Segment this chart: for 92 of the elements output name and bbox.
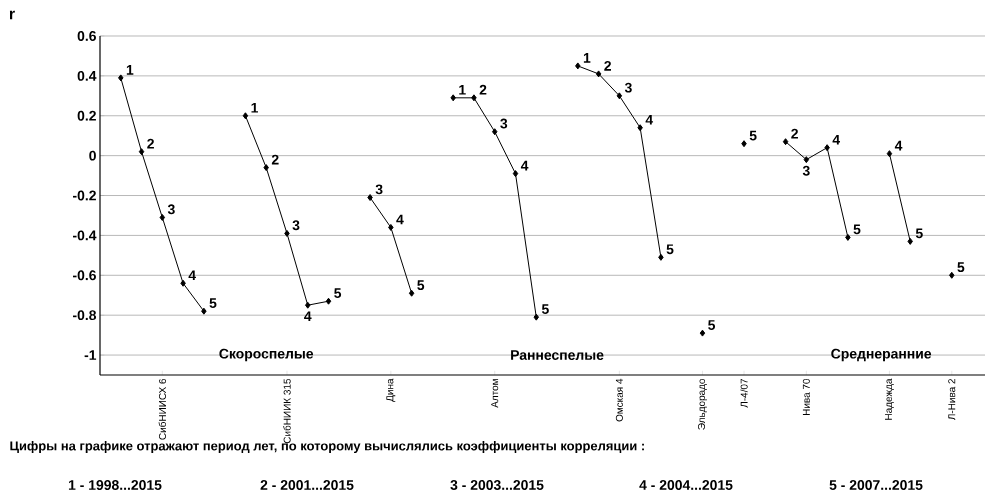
annotation: 2 — [791, 128, 798, 139]
x-tick-label: СибНИИСХ 6 — [158, 378, 167, 440]
y-tick-label: 0.4 — [77, 70, 97, 81]
text: 4 - 2004...2015 — [639, 480, 733, 490]
x-tick-label: Л-4/07 — [740, 379, 748, 408]
point — [616, 92, 623, 100]
annotation: 5 — [853, 224, 861, 235]
x-tick-label: Нива 70 — [802, 378, 810, 416]
annotation: Скороспелые — [219, 348, 314, 362]
point — [512, 170, 519, 178]
x-tick-label: Надежда — [885, 378, 894, 420]
x-tick-label: СибНИИК 315 — [283, 378, 291, 444]
x-tick-label: Эльдорадо — [697, 378, 707, 430]
text: 5 - 2007...2015 — [829, 480, 923, 490]
point — [575, 62, 581, 70]
annotation: Среднеранние — [831, 348, 932, 362]
point — [699, 329, 706, 337]
x-tick-label: Л-Нива 2 — [948, 379, 956, 421]
point — [824, 144, 830, 152]
y-axis-title: r — [9, 10, 15, 20]
y-tick-label: -0.6 — [72, 270, 96, 281]
point — [782, 138, 789, 146]
point — [118, 74, 124, 82]
annotation: 5 — [957, 262, 965, 273]
x-tick-label: Дина — [386, 378, 396, 402]
annotation: 5 — [915, 228, 923, 239]
annotation: 5 — [708, 320, 716, 330]
point — [159, 213, 166, 221]
text: 2 - 2001...2015 — [260, 480, 354, 490]
point — [284, 229, 290, 237]
point — [595, 70, 602, 78]
annotation: 5 — [541, 304, 549, 314]
annotation: 4 — [188, 270, 196, 281]
point — [263, 164, 269, 172]
annotation: 2 — [604, 60, 611, 71]
y-tick-label: 0.2 — [77, 110, 96, 121]
annotation: 3 — [167, 204, 175, 215]
annotation: 5 — [666, 244, 674, 255]
point — [450, 94, 456, 102]
annotation: 1 — [126, 65, 134, 75]
annotation: Раннеспелые — [511, 350, 604, 360]
point — [949, 271, 955, 279]
annotation: 3 — [375, 184, 383, 195]
annotation: 4 — [396, 214, 404, 225]
annotation: 4 — [645, 114, 654, 125]
point — [845, 233, 851, 241]
annotation: 5 — [209, 298, 217, 308]
point — [658, 253, 664, 261]
y-tick-label: -1 — [84, 350, 97, 360]
annotation: 1 — [583, 53, 591, 63]
annotation: 3 — [802, 165, 810, 176]
point — [886, 150, 893, 158]
point — [637, 124, 643, 132]
point — [325, 297, 332, 305]
point — [907, 237, 913, 245]
point — [491, 128, 498, 136]
point — [388, 223, 394, 231]
y-tick-label: -0.8 — [72, 310, 97, 321]
point — [138, 148, 145, 156]
annotation: 5 — [749, 130, 757, 141]
x-tick-label: Алтом — [491, 379, 499, 408]
annotation: 2 — [147, 138, 154, 149]
annotation: 3 — [500, 118, 508, 129]
annotation: 2 — [479, 84, 487, 95]
point — [803, 156, 810, 164]
annotation: 1 — [459, 85, 466, 95]
annotation: 2 — [271, 154, 279, 165]
text: 1 - 1998...2015 — [68, 480, 162, 490]
point — [408, 289, 415, 297]
annotation: 4 — [894, 140, 903, 151]
point — [367, 194, 373, 202]
point — [242, 112, 249, 120]
point — [533, 313, 540, 321]
annotation: 1 — [251, 102, 258, 113]
y-tick-label: -0.4 — [72, 230, 97, 241]
point — [305, 301, 311, 309]
point — [180, 279, 186, 287]
y-tick-label: -0.2 — [72, 190, 96, 201]
x-tick-label: Омская 4 — [615, 378, 623, 422]
annotation: 4 — [520, 160, 529, 171]
annotation: 5 — [334, 288, 342, 299]
annotation: 4 — [832, 134, 840, 145]
annotation: 3 — [624, 82, 632, 93]
point — [471, 94, 477, 102]
point — [201, 307, 207, 315]
annotation: 5 — [417, 280, 425, 291]
text: 3 - 2003...2015 — [450, 480, 544, 490]
y-tick-label: 0.6 — [77, 31, 96, 41]
annotation: 4 — [304, 311, 312, 321]
y-tick-label: 0 — [89, 150, 96, 161]
point — [741, 140, 747, 148]
annotation: 3 — [292, 220, 300, 231]
